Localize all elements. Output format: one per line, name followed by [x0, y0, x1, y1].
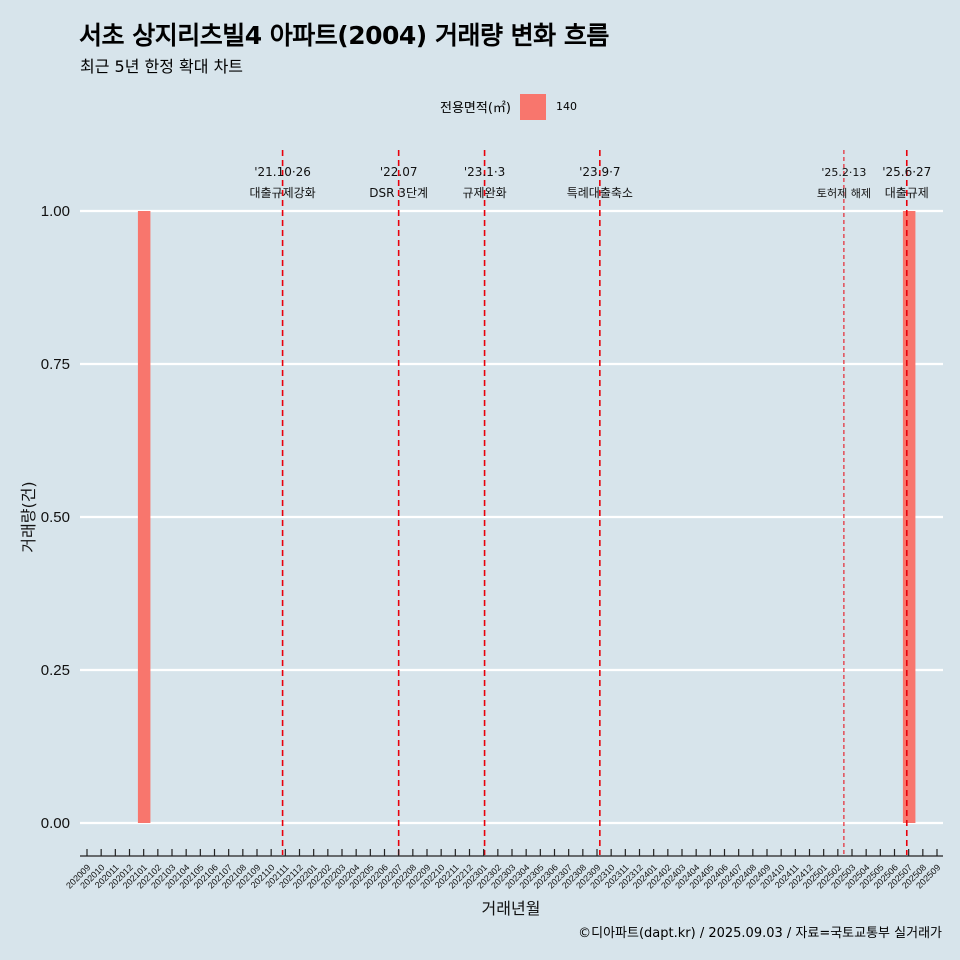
event-date-label: '23.1·3: [464, 165, 505, 179]
event-date-label: '21.10·26: [254, 165, 311, 179]
bar: [902, 211, 916, 823]
event-label: 특례대출축소: [567, 186, 633, 200]
event-date-label: '25.2·13: [821, 166, 866, 179]
event-label: 규제완화: [462, 186, 506, 200]
event-date-label: '25.6·27: [882, 165, 931, 179]
y-tick-label: 1.00: [41, 203, 70, 220]
y-axis-title: 거래량(건): [19, 481, 38, 552]
y-tick-label: 0.25: [41, 662, 70, 679]
legend: 전용면적(㎡) 140: [440, 93, 577, 120]
legend-swatch: [519, 93, 546, 120]
event-date-label: '23.9·7: [579, 165, 620, 179]
event-label: 대출규제: [885, 186, 929, 200]
event-label: 대출규제강화: [249, 186, 315, 200]
y-tick-label: 0.00: [41, 815, 70, 832]
legend-title: 전용면적(㎡): [440, 101, 511, 116]
chart-subtitle: 최근 5년 한정 확대 차트: [80, 57, 244, 76]
event-label: DSR 3단계: [369, 186, 428, 200]
chart-caption: ©디아파트(dapt.kr) / 2025.09.03 / 자료=국토교통부 실…: [578, 926, 942, 941]
y-tick-label: 0.75: [41, 356, 70, 373]
bar: [137, 211, 151, 823]
legend-label: 140: [555, 100, 577, 113]
event-label: 토허제 해제: [817, 186, 871, 200]
chart-title: 서초 상지리츠빌4 아파트(2004) 거래량 변화 흐름: [79, 21, 609, 50]
x-axis-title: 거래년월: [482, 899, 541, 918]
event-date-label: '22.07: [380, 165, 418, 179]
y-tick-label: 0.50: [41, 509, 70, 526]
